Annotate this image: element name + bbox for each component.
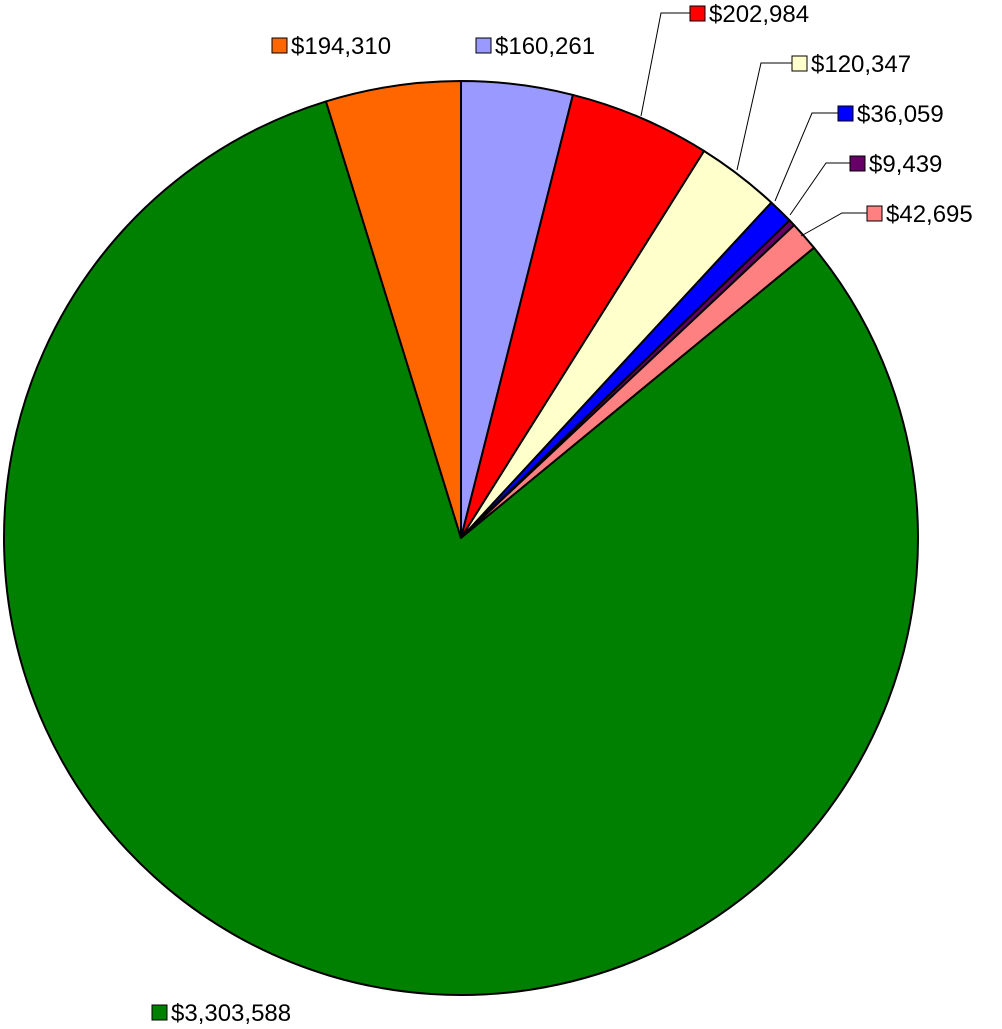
leader-line-6 [800,212,867,237]
leader-line-5 [789,162,850,216]
leader-line-3 [736,62,792,171]
data-label-3: $120,347 [811,51,911,78]
pie-labels: $160,261 $202,984$120,347 $36,059 $9,439 $42… [151,1,973,1027]
label-key-8 [271,37,288,54]
label-key-7 [151,1004,168,1021]
data-label-4: $36,059 [857,101,944,128]
data-label-6: $42,695 [886,201,973,228]
pie-slice-2 [460,93,706,539]
data-label-7: $3,303,588 [171,1000,291,1027]
pie-slices [3,80,919,996]
data-label-2: $202,984 [709,1,809,28]
label-key-5 [849,155,866,172]
label-key-3 [791,55,808,72]
data-label-1: $160,261 [495,33,595,60]
leader-line-2 [640,12,690,117]
label-key-1 [475,37,492,54]
label-key-2 [689,5,706,22]
leader-line-4 [774,112,838,202]
pie-slice-8 [324,80,462,539]
data-label-5: $9,439 [869,151,942,178]
pie-slice-7 [3,100,919,996]
label-key-6 [866,205,883,222]
label-key-4 [837,105,854,122]
data-label-8: $194,310 [291,33,391,60]
